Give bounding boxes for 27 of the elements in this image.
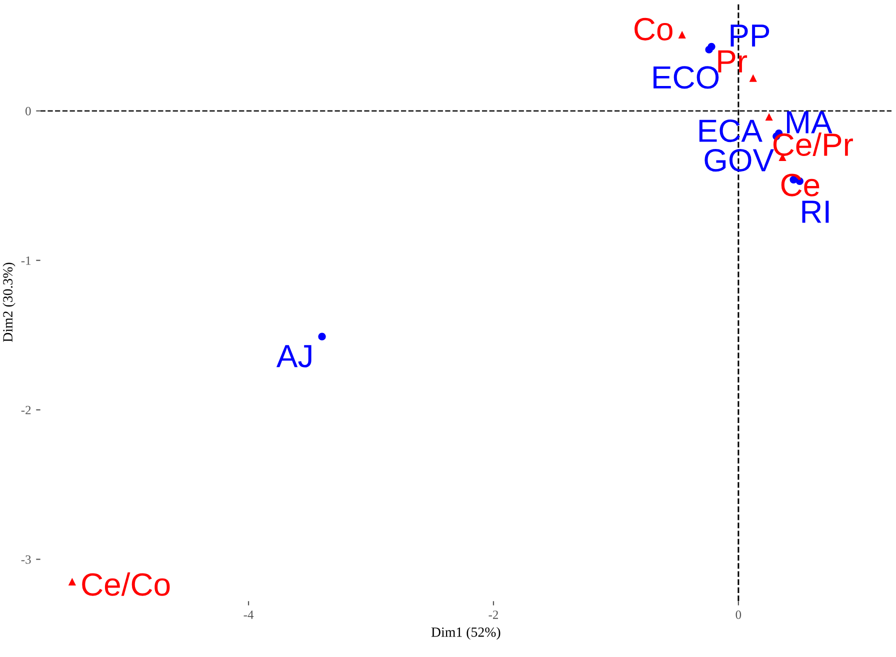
point [318,332,326,340]
data-label: Co [634,18,672,40]
data-label: Ce [781,174,820,196]
data-label: Pr [718,50,748,72]
data-label: MA [787,111,832,134]
y-tick-label: -2 [21,406,31,414]
y-axis-title: Dim2 (30.3%) [2,262,16,342]
y-tick-label: -1 [21,256,31,265]
data-label: ECA [699,119,762,142]
x-tick-label: 0 [736,610,742,619]
data-label: Ce/Pr [773,132,853,156]
point [749,74,757,82]
data-label: ECO [654,66,719,89]
point [765,113,773,121]
x-axis-title: Dim1 (52%) [431,627,500,640]
x-tick-label: -2 [488,610,498,619]
x-tick-label: -4 [244,610,254,619]
point [678,30,686,38]
data-label: Ce/Co [82,572,170,596]
data-label: PP [730,24,770,47]
y-tick-label: 0 [26,106,31,116]
y-tick-label: -3 [21,555,31,564]
data-label: GOV [704,148,774,172]
point [705,46,713,54]
point [68,578,76,586]
data-label: RI [802,200,829,223]
data-label: AJ [276,345,312,368]
